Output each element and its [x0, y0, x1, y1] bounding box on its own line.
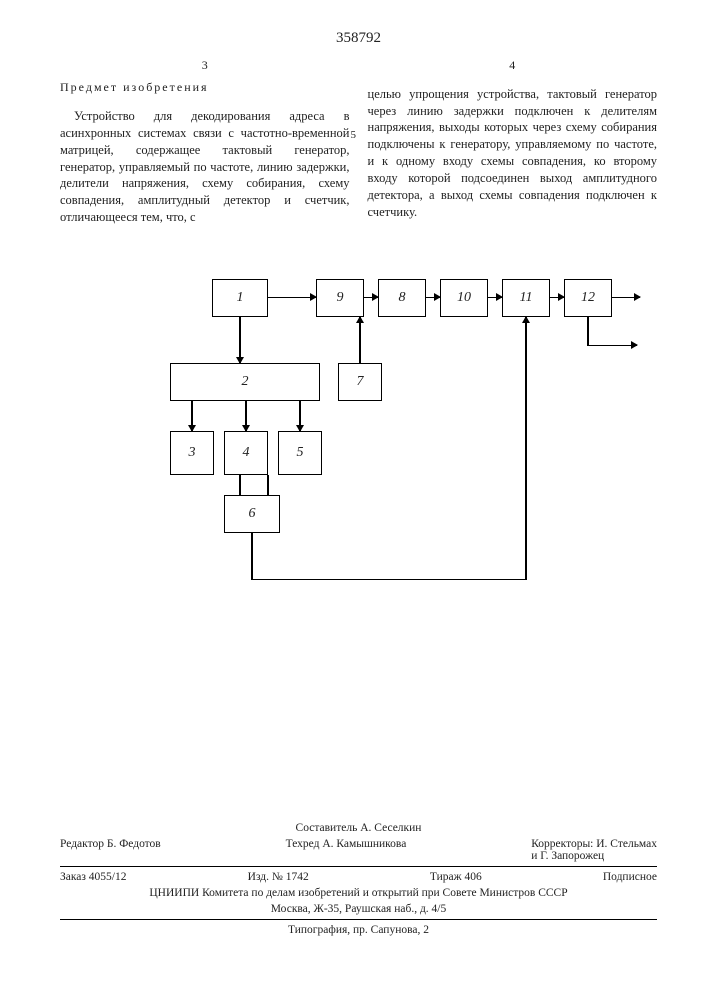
wire [239, 317, 241, 363]
footer-correctors-2: и Г. Запорожец [531, 850, 604, 862]
patent-number: 358792 [60, 30, 657, 47]
wire [268, 297, 316, 299]
block-4: 4 [224, 431, 268, 475]
block-11: 11 [502, 279, 550, 317]
footer-compiler: Составитель А. Сеселкин [60, 822, 657, 834]
block-12: 12 [564, 279, 612, 317]
wire [612, 297, 640, 299]
block-8: 8 [378, 279, 426, 317]
wire [191, 401, 193, 431]
footer-org-1: ЦНИИПИ Комитета по делам изобретений и о… [60, 887, 657, 899]
wire [525, 317, 527, 580]
block-5: 5 [278, 431, 322, 475]
footer-correctors-1: Корректоры: И. Стельмах [531, 838, 657, 850]
left-col-number: 3 [60, 57, 350, 73]
wire [239, 475, 241, 495]
block-3: 3 [170, 431, 214, 475]
wire [299, 401, 301, 431]
wire [550, 297, 564, 299]
footer-order: Заказ 4055/12 [60, 871, 127, 883]
footer-izd: Изд. № 1742 [248, 871, 309, 883]
wire [426, 297, 440, 299]
block-10: 10 [440, 279, 488, 317]
subject-heading: Предмет изобретения [60, 79, 350, 95]
wire [488, 297, 502, 299]
right-paragraph: целью упрощения устройства, тактовый ген… [368, 86, 658, 221]
wire [251, 579, 526, 581]
block-6: 6 [224, 495, 280, 533]
footer-editor: Редактор Б. Федотов [60, 838, 161, 862]
margin-line-number: 5 [351, 129, 357, 141]
wire [359, 317, 361, 363]
wire [587, 345, 637, 347]
wire [587, 317, 589, 345]
block-2: 2 [170, 363, 320, 401]
footer-tirazh: Тираж 406 [430, 871, 482, 883]
left-paragraph: Устройство для декодирования адреса в ас… [60, 108, 350, 226]
footer-techred: Техред А. Камышникова [286, 838, 407, 862]
wire [251, 533, 253, 579]
footer-block: Составитель А. Сеселкин Редактор Б. Федо… [60, 818, 657, 940]
block-1: 1 [212, 279, 268, 317]
footer-org-2: Москва, Ж-35, Раушская наб., д. 4/5 [60, 903, 657, 915]
wire [364, 297, 378, 299]
wire [245, 401, 247, 431]
right-col-number: 4 [368, 57, 658, 73]
wire [267, 475, 269, 495]
footer-typography: Типография, пр. Сапунова, 2 [60, 924, 657, 936]
block-diagram: 1 9 8 10 11 12 2 7 3 4 5 6 [120, 279, 640, 639]
footer-podpisnoe: Подписное [603, 871, 657, 883]
block-7: 7 [338, 363, 382, 401]
block-9: 9 [316, 279, 364, 317]
